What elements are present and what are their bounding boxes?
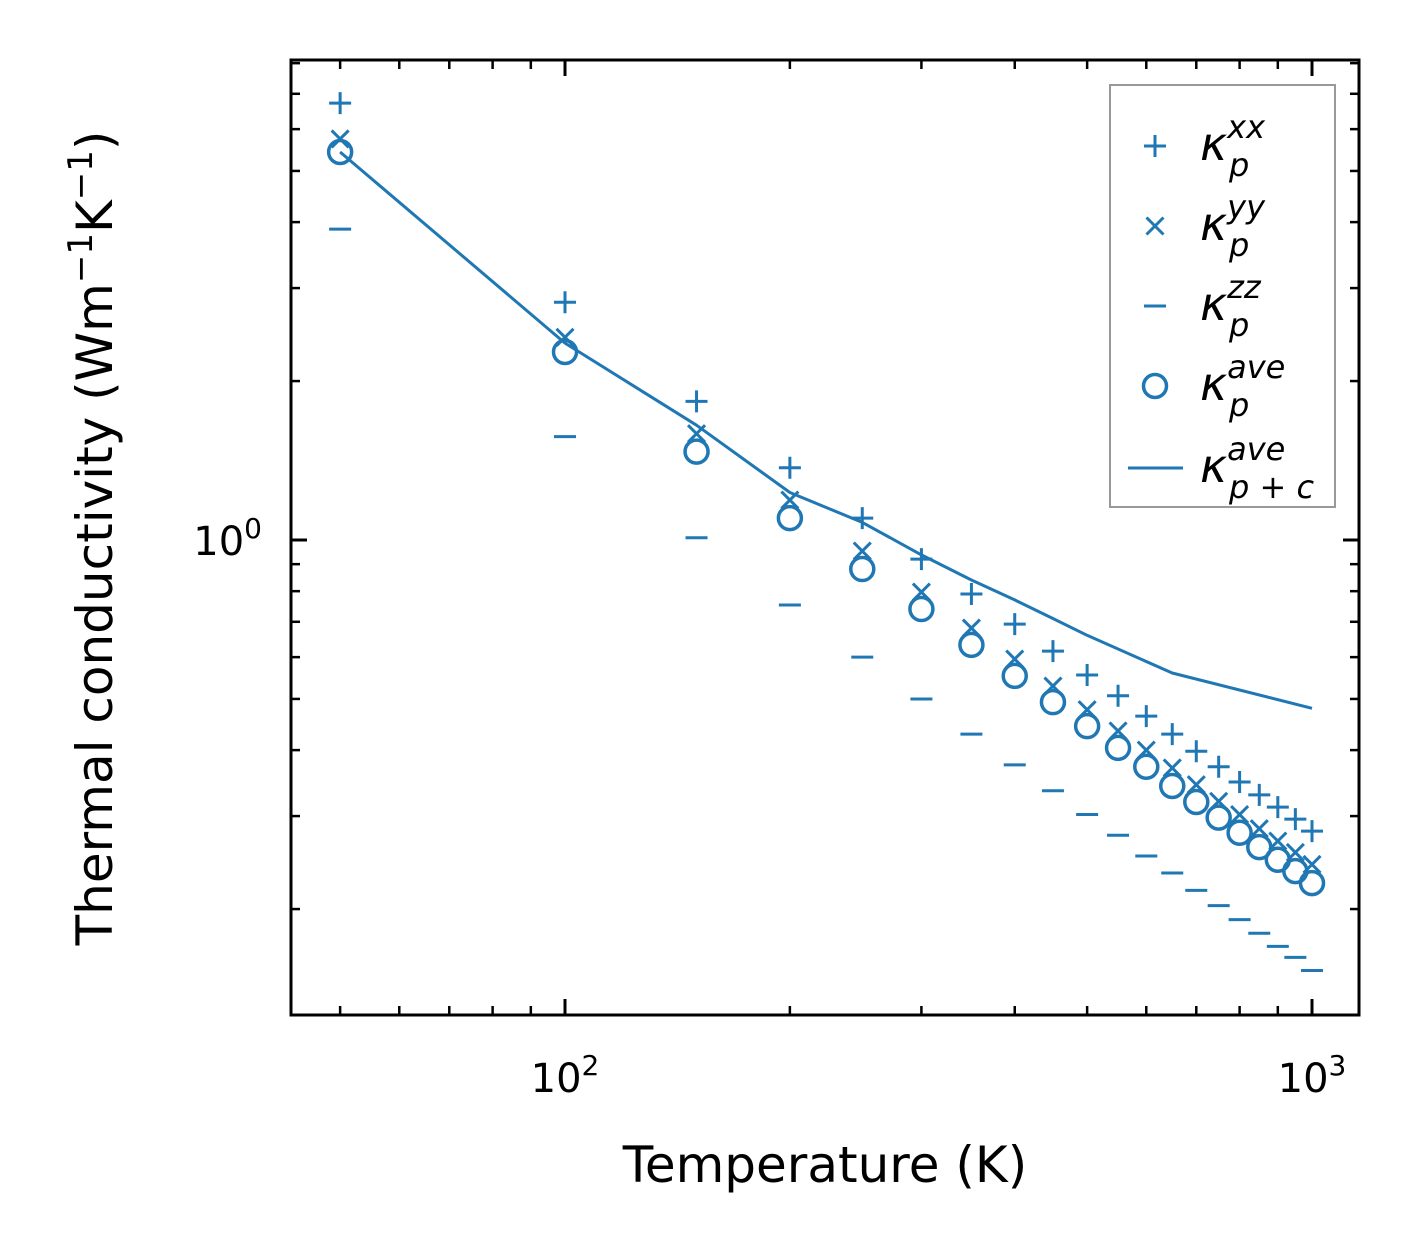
y-axis-label: Thermal conductivity (Wm−1K−1): [61, 131, 124, 947]
data-point-plus: [685, 390, 708, 413]
data-point-circle: [1226, 819, 1253, 846]
legend-box: [1109, 84, 1336, 508]
tick-base: 10: [1278, 1056, 1329, 1102]
legend-label: κxx p: [1200, 108, 1266, 184]
ylabel-exponent: −1: [61, 150, 101, 200]
y-tick-label: 100: [193, 512, 262, 565]
legend-plus-icon: [1144, 135, 1166, 157]
data-point-plus: [1003, 613, 1026, 636]
data-point-plus: [329, 92, 352, 115]
ylabel-part: Thermal conductivity (Wm: [66, 283, 124, 946]
data-point-circle: [1246, 833, 1273, 861]
legend-subscript: p + c: [1228, 468, 1314, 506]
legend-item: κzz p: [1144, 268, 1262, 344]
legend-label: κave p: [1200, 348, 1285, 424]
legend-label: κyy p: [1200, 188, 1266, 264]
data-point-cross: [1249, 819, 1269, 839]
data-point-plus: [1301, 820, 1323, 843]
legend-kappa: κ: [1200, 439, 1227, 493]
legend-subscript: p: [1228, 146, 1249, 184]
data-point-plus: [1041, 640, 1064, 663]
legend-cross-icon: [1145, 216, 1165, 236]
data-point-cross: [1162, 758, 1182, 778]
series-hline: [329, 227, 1323, 972]
tick-base: 10: [193, 519, 244, 565]
data-point-plus: [1228, 771, 1251, 794]
data-point-circle: [1183, 788, 1210, 816]
data-point-plus: [1107, 684, 1130, 707]
legend-subscript: p: [1228, 386, 1249, 424]
legend-label: κave p + c: [1200, 430, 1314, 506]
data-point-plus: [1185, 740, 1208, 763]
data-point-plus: [1161, 723, 1184, 746]
legend-superscript: ave: [1227, 430, 1285, 468]
legend-circle-icon: [1141, 372, 1169, 400]
legend-kappa: κ: [1200, 277, 1227, 331]
ylabel-part: K: [66, 199, 124, 233]
legend-item: κxx p: [1144, 108, 1266, 184]
series-circle: [326, 138, 1326, 897]
legend-superscript: zz: [1226, 268, 1262, 306]
series-plus: [329, 92, 1323, 843]
data-point-plus: [1266, 796, 1289, 819]
legend-item: κave p: [1141, 348, 1285, 424]
plot-frame: [289, 58, 1361, 1017]
data-point-circle: [1298, 869, 1326, 897]
series-line: [339, 150, 1313, 710]
data-point-circle: [1001, 662, 1028, 690]
data-point-circle: [1104, 734, 1132, 762]
legend-item: κave p + c: [1128, 430, 1314, 506]
tick-exponent: 3: [1329, 1049, 1347, 1082]
legend-label: κzz p: [1200, 268, 1262, 344]
data-point-circle: [1073, 712, 1101, 740]
data-point-plus: [1207, 755, 1230, 778]
legend-item: κyy p: [1145, 188, 1266, 264]
legend-superscript: xx: [1226, 108, 1266, 146]
ylabel-exponent: −1: [61, 233, 101, 283]
legend-kappa: κ: [1200, 197, 1227, 251]
data-point-circle: [1205, 804, 1232, 831]
data-point-circle: [326, 138, 354, 166]
legend-kappa: κ: [1200, 357, 1227, 411]
data-point-circle: [958, 631, 985, 659]
x-tick-label: 103: [1278, 1049, 1347, 1102]
data-point-plus: [1284, 808, 1307, 831]
data-point-circle: [1039, 688, 1067, 716]
legend-subscript: p: [1228, 226, 1249, 264]
data-point-plus: [1076, 664, 1099, 687]
data-point-circle: [908, 595, 935, 623]
data-point-circle: [1133, 753, 1160, 781]
data-point-plus: [1248, 783, 1271, 806]
legend-superscript: ave: [1227, 348, 1285, 386]
data-point-plus: [960, 583, 983, 606]
data-point-circle: [776, 504, 804, 532]
ylabel-part: ): [66, 131, 124, 151]
x-axis-label: Temperature (K): [622, 1136, 1027, 1194]
data-point-cross: [852, 541, 872, 561]
legend-subscript: p: [1228, 306, 1249, 344]
data-point-plus: [554, 291, 576, 314]
tick-exponent: 2: [582, 1049, 600, 1082]
data-point-circle: [1158, 772, 1186, 800]
data-point-cross: [1230, 804, 1250, 825]
data-point-circle: [683, 438, 710, 465]
data-point-circle: [849, 555, 876, 583]
series-line: [339, 150, 1313, 710]
tick-exponent: 0: [244, 512, 262, 545]
legend-kappa: κ: [1200, 117, 1227, 171]
legend-superscript: yy: [1226, 188, 1266, 226]
data-point-plus: [778, 456, 801, 479]
data-point-plus: [1135, 705, 1158, 728]
tick-base: 10: [531, 1056, 582, 1102]
x-tick-label: 102: [531, 1049, 600, 1102]
